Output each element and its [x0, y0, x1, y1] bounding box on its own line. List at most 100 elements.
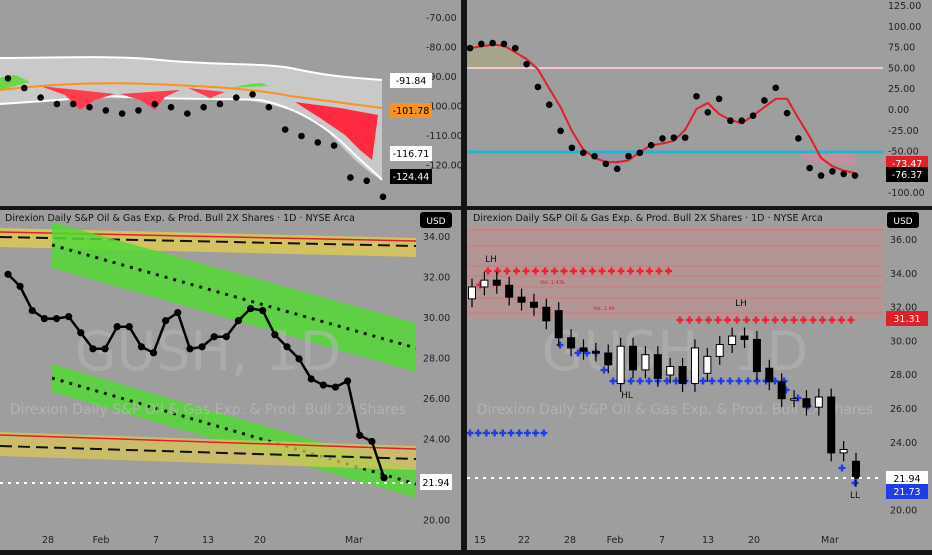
price-point: [222, 333, 230, 341]
rsi-point: [749, 112, 757, 119]
rsi-point: [795, 135, 802, 142]
candle-body: [505, 284, 514, 298]
rsi-tick-label: 125.00: [888, 1, 921, 12]
price-tick-label: 24.00: [423, 435, 450, 446]
oversold-fill-2: [795, 152, 855, 165]
oscillator-badge-text: -101.78: [393, 106, 430, 117]
candle-body: [604, 352, 613, 366]
signal-line: [0, 82, 383, 109]
price-tick-label: 32.00: [890, 303, 917, 314]
price-point: [149, 349, 158, 357]
rsi-tick-label: 100.00: [888, 22, 921, 33]
rsi-point: [647, 141, 655, 149]
price-point: [246, 304, 255, 313]
candle-body: [579, 347, 588, 352]
rsi-point: [704, 108, 712, 116]
time-tick-label: Feb: [607, 535, 624, 546]
price-tick-label: 28.00: [890, 370, 917, 381]
rsi-point: [840, 170, 847, 178]
rsi-point: [681, 134, 689, 141]
lh-label-1: LH: [485, 255, 497, 265]
watermark-symbol: GUSH, 1D: [75, 320, 342, 383]
price-point: [113, 323, 121, 331]
price-point: [368, 437, 376, 446]
price-point: [307, 375, 315, 383]
price-tick-label: -70.00: [426, 13, 457, 24]
rsi-point: [613, 165, 621, 173]
bottom-right-badges: 31.31 21.94 21.73: [886, 311, 928, 499]
price-tick-label: 36.00: [890, 235, 917, 246]
resistance-lines: [467, 229, 883, 314]
candle-body: [814, 396, 823, 408]
rsi-point: [545, 101, 553, 108]
candle-body: [591, 350, 600, 354]
price-tick-label: 26.00: [423, 394, 450, 405]
rsi-point: [829, 168, 836, 175]
price-tick-label: 20.00: [423, 516, 450, 527]
oscillator-point: [330, 142, 338, 149]
candle-body: [492, 279, 501, 286]
rsi-badge: [886, 167, 928, 182]
currency-button-right[interactable]: [887, 212, 919, 228]
candle-body: [740, 335, 749, 340]
rsi-point: [817, 172, 825, 179]
oscillator-badge: [390, 146, 432, 161]
price-tick-label: 34.00: [890, 269, 917, 280]
oscillator-point: [347, 174, 354, 181]
oscillator-badge: [390, 103, 432, 118]
rsi-point: [806, 164, 814, 172]
price-point: [52, 315, 61, 323]
rsi-tick-label: 25.00: [888, 84, 915, 95]
oscillator-point: [167, 103, 175, 111]
rsi-point: [568, 144, 576, 152]
price-point: [271, 331, 279, 339]
envelope-upper-line: [0, 56, 383, 81]
currency-button[interactable]: [420, 212, 452, 228]
bottom-left-last-badge: 21.94: [420, 474, 452, 490]
rsi-badge-text: -76.37: [892, 170, 923, 181]
rsi-point: [602, 160, 610, 168]
time-tick-label: 20: [748, 535, 760, 546]
rsi-point: [591, 152, 598, 160]
rsi-point: [727, 117, 734, 125]
oscillator-point: [37, 94, 44, 101]
candle-body: [517, 296, 526, 303]
oscillator-point: [151, 100, 159, 108]
price-point: [234, 317, 243, 325]
price-point: [283, 343, 291, 351]
price-badge: [886, 311, 928, 326]
lower-channel-red-line: [0, 434, 416, 450]
candle-body: [790, 398, 799, 401]
candle-body: [827, 396, 836, 454]
price-badge-text: 21.73: [893, 487, 920, 498]
oscillator-badge-text: -91.84: [396, 76, 427, 87]
rsi-point: [625, 152, 632, 160]
price-point: [198, 343, 206, 351]
rsi-point: [511, 44, 519, 52]
price-badge: [886, 484, 928, 499]
upper-green-midline: [51, 243, 416, 350]
rsi-badge-text: -73.47: [892, 159, 923, 170]
candle-body: [678, 366, 687, 384]
oscillator-point: [86, 103, 93, 111]
time-tick-label: Mar: [821, 535, 839, 546]
candle-body: [690, 347, 699, 384]
price-tick-label: 34.00: [423, 232, 450, 243]
lh-label-2: LH: [735, 299, 747, 309]
resistance-zone: [467, 225, 883, 320]
rsi-point: [851, 172, 859, 179]
price-tick-label: -110.00: [426, 131, 463, 142]
price-point: [40, 315, 48, 323]
bull-area-2: [230, 83, 268, 88]
bottom-right-time-axis: 15 Feb 7 13 20 Mar 22 28: [474, 535, 839, 546]
top-left-badges: -91.84 -101.78 -116.71 -124.44: [390, 73, 432, 184]
price-point: [162, 317, 170, 325]
oscillator-point: [118, 110, 126, 117]
rsi-point: [579, 149, 587, 157]
oscillator-point: [232, 94, 240, 101]
bear-area-3: [188, 88, 225, 98]
price-tick-label: -80.00: [426, 43, 457, 54]
envelope-band: [0, 57, 382, 180]
hl-label: HL: [621, 391, 633, 401]
rsi-point: [670, 134, 678, 141]
